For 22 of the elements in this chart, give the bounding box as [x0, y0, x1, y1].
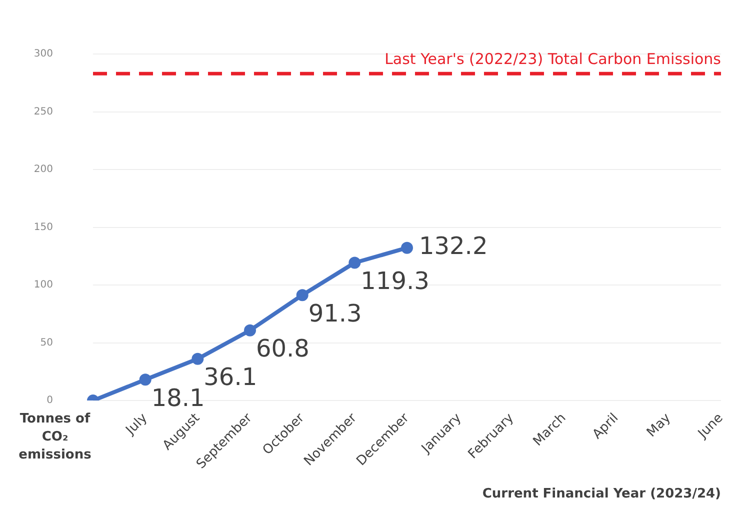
y-tick-label: 250: [34, 106, 53, 118]
y-tick-label: 300: [34, 48, 53, 60]
ref-line-label: Last Year's (2022/23) Total Carbon Emissions: [384, 50, 722, 68]
y-tick-label: 100: [34, 280, 53, 291]
data-label: 18.1: [151, 384, 205, 412]
data-label: 119.3: [360, 266, 430, 295]
data-label: 91.3: [308, 299, 362, 328]
data-label: 36.1: [204, 363, 258, 392]
y-tick-label: 0: [46, 395, 53, 406]
y-tick-label: 200: [34, 164, 53, 176]
data-label: 132.2: [419, 232, 488, 260]
point: [192, 352, 204, 365]
y-axis-title: Tonnes of CO₂ emissions: [18, 411, 92, 462]
data-label: 60.8: [256, 334, 310, 363]
point: [139, 374, 152, 386]
y-tick-label: 150: [34, 222, 53, 233]
point: [296, 289, 308, 302]
point: [401, 242, 413, 254]
point: [244, 324, 256, 336]
y-tick-label: 50: [40, 337, 53, 348]
point: [348, 256, 361, 269]
x-axis-title: Current Financial Year (2023/24): [482, 486, 721, 502]
